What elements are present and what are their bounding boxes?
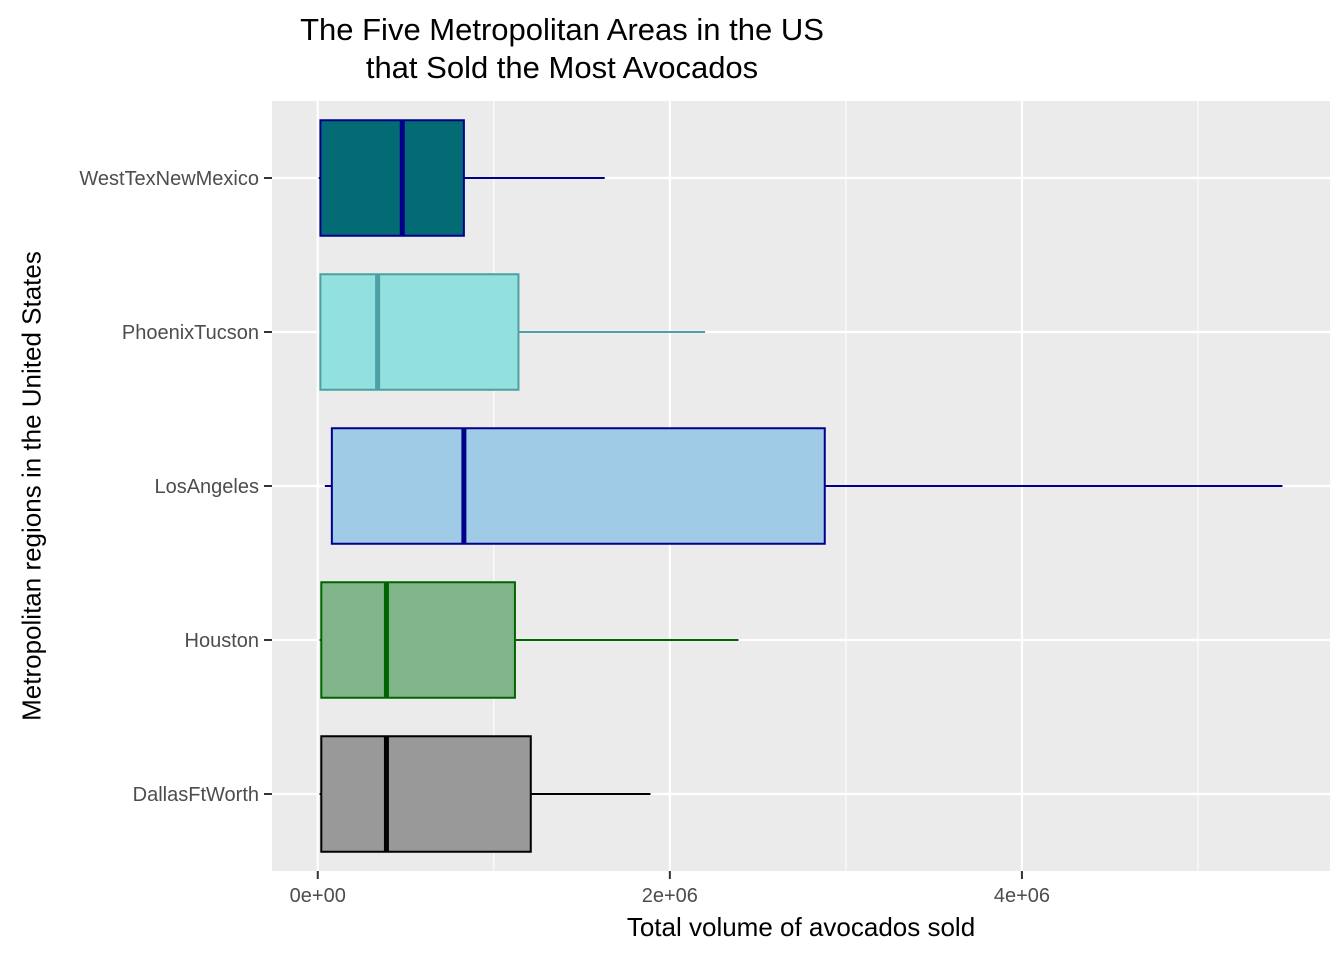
x-tick-label-2: 4e+06 — [994, 885, 1050, 907]
y-tick-label-losangeles: LosAngeles — [154, 476, 259, 498]
box-westtexnewmexico — [319, 119, 465, 237]
x-axis-label: Total volume of avocados sold — [626, 912, 976, 942]
chart-title-line-2: that Sold the Most Avocados — [365, 50, 759, 85]
y-tick-label-dallasftworth: DallasFtWorth — [133, 784, 259, 806]
box-dallasftworth — [320, 735, 532, 853]
y-axis-label: Metropolitan regions in the United State… — [16, 251, 47, 721]
y-tick-label-houston: Houston — [185, 630, 260, 652]
y-tick-label-phoenixtucson: PhoenixTucson — [122, 322, 259, 344]
x-tick-label-0: 0e+00 — [290, 885, 346, 907]
y-tick-label-westtexnewmexico: WestTexNewMexico — [79, 168, 259, 190]
box-losangeles — [330, 427, 826, 545]
box-houston — [320, 581, 516, 699]
chart-title-line-1: The Five Metropolitan Areas in the US — [300, 12, 824, 47]
box-phoenixtucson — [319, 273, 520, 391]
x-tick-label-1: 2e+06 — [642, 885, 698, 907]
